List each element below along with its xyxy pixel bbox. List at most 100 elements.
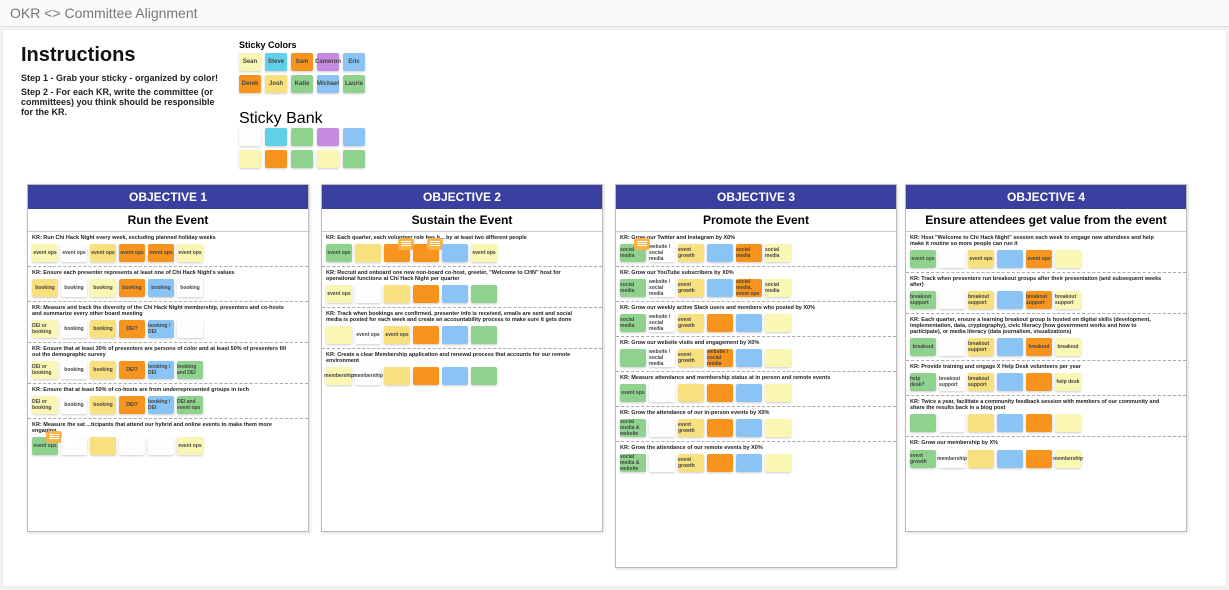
sticky-note[interactable]: [1026, 414, 1052, 432]
sticky-note[interactable]: event ops: [384, 326, 410, 344]
sticky-note[interactable]: [355, 244, 381, 262]
objective-board[interactable]: OBJECTIVE 1Run the EventKR: Run Chi Hack…: [27, 184, 309, 532]
sticky-note[interactable]: social media & website: [620, 454, 646, 472]
sticky-note[interactable]: booking: [90, 279, 116, 297]
sticky-note[interactable]: event ops: [119, 244, 145, 262]
sticky-note[interactable]: [707, 384, 733, 402]
sticky-note[interactable]: [707, 279, 733, 297]
sticky-note[interactable]: website / social media: [649, 349, 675, 367]
sticky-note[interactable]: breakout support: [939, 373, 965, 391]
comment-icon[interactable]: [427, 238, 443, 250]
sticky-note[interactable]: event ops: [177, 437, 203, 455]
sticky-note[interactable]: [765, 349, 791, 367]
sticky-note[interactable]: breakout support: [968, 338, 994, 356]
sticky-note[interactable]: [939, 414, 965, 432]
sticky-note[interactable]: event ops: [177, 244, 203, 262]
sticky-note[interactable]: [1026, 373, 1052, 391]
sticky-note[interactable]: [678, 384, 704, 402]
sticky-note[interactable]: [90, 437, 116, 455]
sticky-note[interactable]: Eric: [343, 53, 365, 71]
sticky-note[interactable]: booking: [90, 396, 116, 414]
sticky-note[interactable]: Sam: [291, 53, 313, 71]
sticky-note[interactable]: event growth: [678, 314, 704, 332]
sticky-note[interactable]: [265, 128, 287, 146]
sticky-note[interactable]: [413, 367, 439, 385]
sticky-note[interactable]: website / social media: [649, 314, 675, 332]
sticky-note[interactable]: [1026, 450, 1052, 468]
sticky-note[interactable]: [291, 128, 313, 146]
sticky-note[interactable]: DEI?: [119, 361, 145, 379]
sticky-note[interactable]: booking and DEI: [177, 361, 203, 379]
sticky-note[interactable]: Michael: [317, 75, 339, 93]
sticky-note[interactable]: website / social media: [707, 349, 733, 367]
sticky-note[interactable]: breakout support: [968, 373, 994, 391]
sticky-note[interactable]: membership: [355, 367, 381, 385]
sticky-note[interactable]: social media: [620, 314, 646, 332]
sticky-note[interactable]: [997, 291, 1023, 309]
sticky-note[interactable]: breakout support: [968, 291, 994, 309]
sticky-note[interactable]: [239, 128, 261, 146]
sticky-note[interactable]: [1055, 414, 1081, 432]
canvas[interactable]: Instructions Step 1 - Grab your sticky -…: [2, 29, 1227, 587]
sticky-note[interactable]: event ops: [910, 250, 936, 268]
sticky-note[interactable]: [355, 285, 381, 303]
sticky-note[interactable]: DEI and event ops: [177, 396, 203, 414]
sticky-note[interactable]: event ops: [1026, 250, 1052, 268]
sticky-note[interactable]: event growth: [678, 279, 704, 297]
sticky-note[interactable]: DEI or booking: [32, 361, 58, 379]
sticky-note[interactable]: breakout support: [910, 291, 936, 309]
sticky-note[interactable]: [736, 419, 762, 437]
sticky-note[interactable]: [119, 437, 145, 455]
sticky-note[interactable]: website / social media: [649, 279, 675, 297]
sticky-note[interactable]: [442, 285, 468, 303]
sticky-note[interactable]: [997, 373, 1023, 391]
sticky-note[interactable]: Josh: [265, 75, 287, 93]
sticky-note[interactable]: Derek: [239, 75, 261, 93]
sticky-note[interactable]: [343, 150, 365, 168]
sticky-note[interactable]: [997, 414, 1023, 432]
sticky-note[interactable]: [910, 414, 936, 432]
sticky-note[interactable]: [326, 326, 352, 344]
sticky-note[interactable]: [765, 384, 791, 402]
sticky-note[interactable]: [413, 244, 439, 262]
sticky-note[interactable]: [649, 384, 675, 402]
sticky-note[interactable]: social media: [765, 279, 791, 297]
sticky-note[interactable]: event growth: [678, 419, 704, 437]
sticky-note[interactable]: booking: [61, 396, 87, 414]
sticky-note[interactable]: Steve: [265, 53, 287, 71]
sticky-note[interactable]: Katie: [291, 75, 313, 93]
sticky-note[interactable]: [765, 454, 791, 472]
sticky-note[interactable]: booking / DEI: [148, 361, 174, 379]
sticky-note[interactable]: social media: [736, 244, 762, 262]
sticky-note[interactable]: [442, 244, 468, 262]
sticky-note[interactable]: event ops: [90, 244, 116, 262]
sticky-note[interactable]: event growth: [678, 454, 704, 472]
sticky-note[interactable]: Cameron: [317, 53, 339, 71]
sticky-note[interactable]: [471, 326, 497, 344]
sticky-note[interactable]: [939, 291, 965, 309]
sticky-note[interactable]: social media: [765, 244, 791, 262]
sticky-note[interactable]: event ops: [620, 384, 646, 402]
sticky-note[interactable]: [61, 437, 87, 455]
sticky-note[interactable]: booking: [90, 320, 116, 338]
sticky-note[interactable]: [707, 314, 733, 332]
comment-icon[interactable]: [398, 238, 414, 250]
sticky-note[interactable]: Laurie: [343, 75, 365, 93]
sticky-note[interactable]: event ops: [355, 326, 381, 344]
sticky-note[interactable]: booking: [148, 279, 174, 297]
sticky-note[interactable]: DEI?: [119, 396, 145, 414]
sticky-note[interactable]: [736, 349, 762, 367]
objective-board[interactable]: OBJECTIVE 3Promote the EventKR: Grow our…: [615, 184, 897, 568]
sticky-note[interactable]: [413, 326, 439, 344]
sticky-note[interactable]: [649, 454, 675, 472]
sticky-note[interactable]: membership: [939, 450, 965, 468]
sticky-note[interactable]: [707, 244, 733, 262]
sticky-note[interactable]: social media: [620, 279, 646, 297]
sticky-note[interactable]: breakout: [1026, 338, 1052, 356]
sticky-note[interactable]: [649, 419, 675, 437]
sticky-note[interactable]: [707, 454, 733, 472]
sticky-note[interactable]: social media: [620, 244, 646, 262]
sticky-note[interactable]: [343, 128, 365, 146]
sticky-note[interactable]: event ops: [471, 244, 497, 262]
sticky-note[interactable]: help desk: [1055, 373, 1081, 391]
